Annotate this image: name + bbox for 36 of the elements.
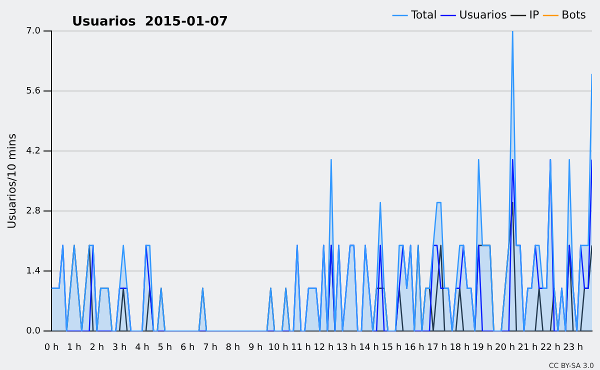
x-tick-label: 22 h (540, 342, 560, 353)
x-tick-label: 3 h (112, 342, 127, 353)
x-tick-label: 6 h (180, 342, 195, 353)
legend-label: Bots (562, 8, 586, 22)
y-tick-label: 4.2 (26, 146, 41, 156)
x-tick-label: 2 h (90, 342, 104, 353)
x-tick-label: 18 h (450, 342, 470, 353)
y-axis-title: Usuarios/10 mins (5, 133, 18, 229)
x-tick-label: 19 h (472, 342, 492, 353)
x-tick-label: 8 h (226, 342, 240, 353)
x-tick-label: 17 h (427, 342, 448, 353)
x-tick-label: 20 h (495, 342, 516, 353)
chart-title: Usuarios 2015-01-07 (72, 14, 228, 30)
y-tick-label: 5.6 (26, 86, 41, 96)
legend-label: Total (410, 8, 437, 22)
legend-label: Usuarios (459, 8, 508, 22)
x-tick-label: 5 h (158, 342, 172, 353)
x-tick-label: 16 h (404, 342, 424, 353)
x-tick-label: 14 h (358, 342, 380, 353)
x-tick-label: 9 h (248, 342, 263, 353)
x-tick-label: 7 h (203, 342, 218, 353)
x-tick-label: 11 h (290, 342, 311, 353)
x-tick-label: 12 h (314, 342, 334, 353)
y-tick-label: 2.8 (26, 206, 41, 216)
x-tick-label: 0 h (44, 342, 59, 353)
y-tick-label: 7.0 (26, 26, 41, 36)
x-tick-label: 21 h (518, 342, 538, 353)
x-tick-label: 13 h (336, 342, 356, 353)
y-tick-label: 0.0 (26, 326, 41, 337)
x-tick-label: 1 h (67, 342, 82, 353)
x-tick-label: 23 h (563, 342, 584, 353)
legend-label: IP (529, 8, 540, 22)
x-tick-label: 10 h (268, 342, 288, 353)
y-tick-label: 1.4 (26, 266, 41, 277)
x-tick-label: 15 h (382, 342, 402, 353)
x-tick-label: 4 h (135, 342, 150, 353)
